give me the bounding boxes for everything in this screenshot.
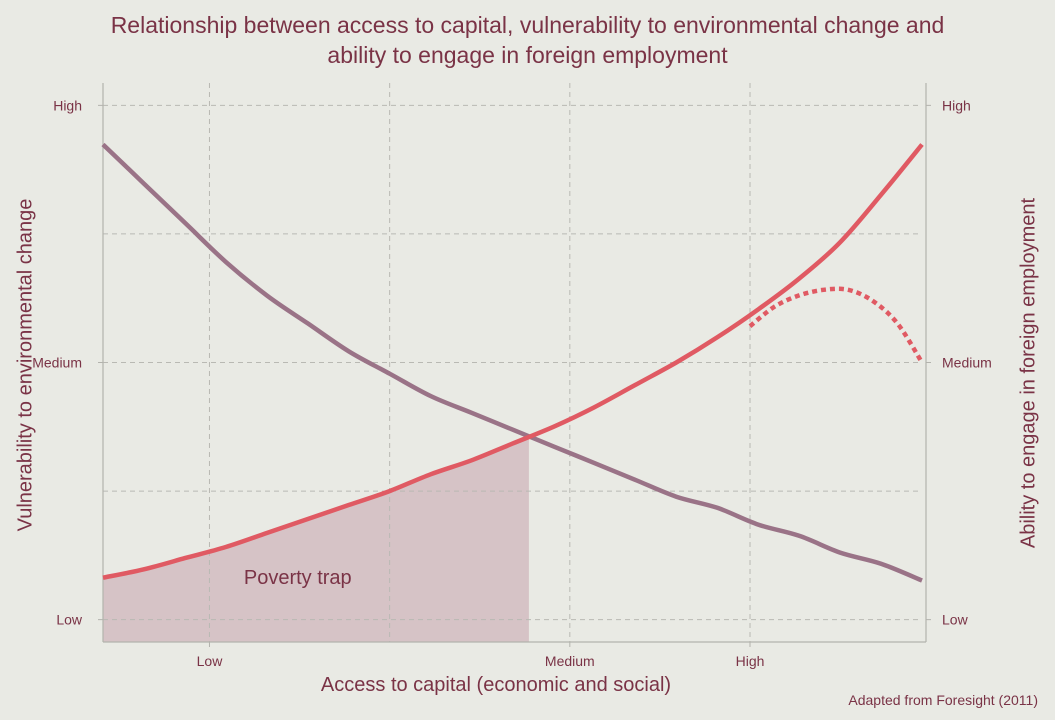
series-line-ability-alternative: [748, 286, 924, 364]
x-axis-label: Access to capital (economic and social): [320, 674, 672, 696]
y-axis-label-right: Ability to engage in foreign employment: [1017, 197, 1040, 549]
series-lines: [101, 142, 924, 583]
y-tick-label-right: Low: [942, 612, 969, 628]
source-note: Adapted from Foresight (2011): [848, 692, 1038, 708]
series-line-ability: [102, 143, 924, 580]
chart-title: Relationship between access to capital, …: [0, 10, 1055, 70]
series-line-vulnerability: [101, 142, 923, 583]
y-tick-label-left: Medium: [32, 355, 82, 371]
poverty-trap-label: Poverty trap: [244, 567, 352, 589]
y-axis-label-left: Vulnerability to environmental change: [14, 198, 37, 532]
axes: [98, 83, 931, 647]
x-tick-label: Medium: [545, 653, 595, 669]
y-tick-label-right: High: [942, 97, 971, 113]
chart-title-line1: Relationship between access to capital, …: [110, 12, 945, 38]
y-tick-label-left: High: [53, 97, 82, 113]
x-tick-label: High: [736, 653, 765, 669]
poverty-trap-area: [103, 436, 529, 642]
shaded-region-layer: Poverty trap: [103, 436, 529, 642]
gridlines: [103, 83, 922, 642]
y-tick-label-right: Medium: [942, 355, 992, 371]
chart-title-line2: ability to engage in foreign employment: [327, 42, 728, 68]
tick-labels: Low Medium High High Medium Low High Medium Low: [32, 97, 992, 669]
x-tick-label: Low: [197, 653, 224, 669]
y-tick-label-left: Low: [56, 612, 83, 628]
